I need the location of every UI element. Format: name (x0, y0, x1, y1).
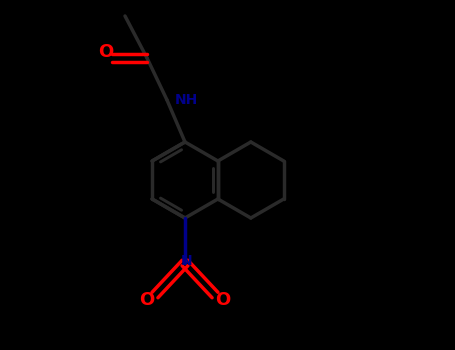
Text: NH: NH (175, 93, 198, 107)
Text: O: O (98, 43, 114, 61)
Text: O: O (215, 291, 231, 309)
Text: O: O (139, 291, 155, 309)
Text: N: N (181, 254, 193, 268)
